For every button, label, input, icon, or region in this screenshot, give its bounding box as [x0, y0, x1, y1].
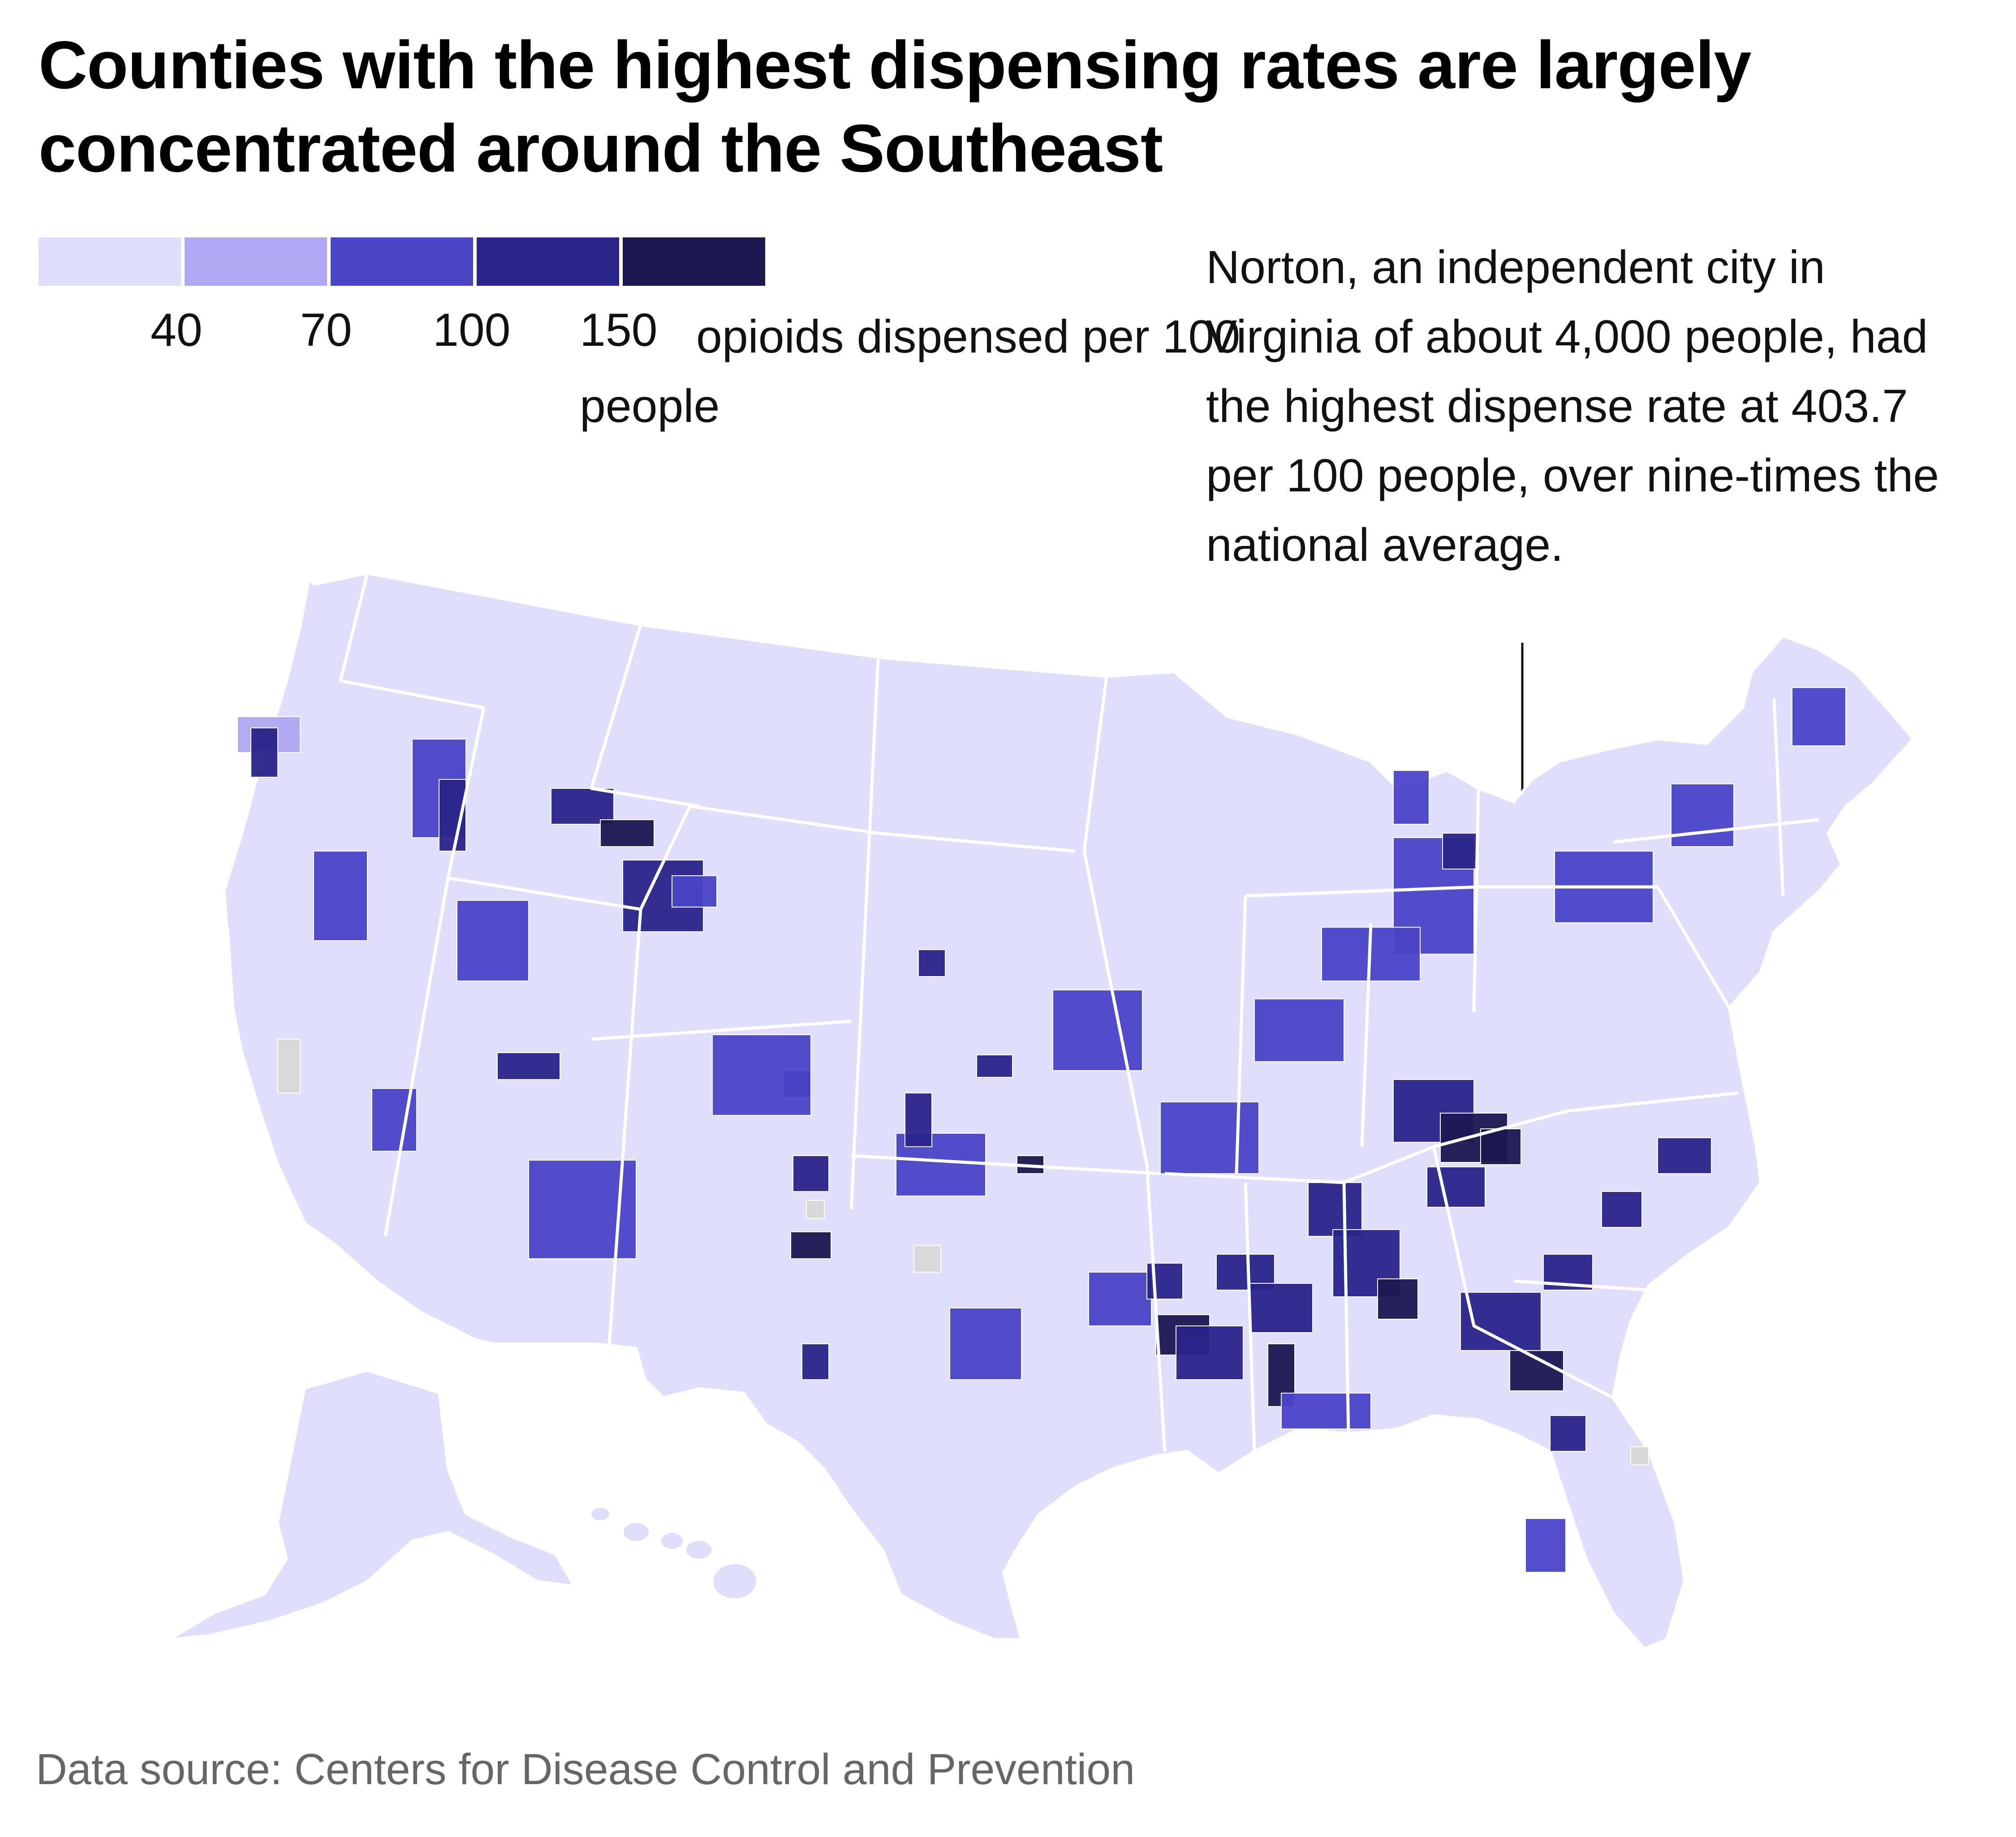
- hawaii-island: [659, 1531, 685, 1551]
- county-cluster: [457, 900, 529, 981]
- state-border: [1772, 698, 1785, 896]
- state-border: [639, 804, 879, 910]
- county-cluster: [918, 949, 946, 977]
- county-cluster: [1792, 687, 1846, 746]
- county-cluster: [905, 1093, 932, 1147]
- state-border: [590, 624, 699, 808]
- county-cluster: [600, 819, 655, 847]
- no-data-county: [277, 1039, 301, 1093]
- county-cluster: [1249, 1283, 1313, 1333]
- no-data-county: [913, 1245, 941, 1273]
- hawaii-island: [590, 1506, 611, 1522]
- state-border: [339, 573, 484, 710]
- chart-title: Counties with the highest dispensing rat…: [39, 27, 1752, 186]
- county-cluster: [801, 1343, 829, 1380]
- county-cluster: [1160, 1101, 1259, 1174]
- alaska: [169, 1369, 576, 1641]
- county-cluster: [1525, 1518, 1566, 1573]
- state-border: [1145, 1164, 1167, 1452]
- state-border: [1245, 885, 1658, 898]
- legend-tick-70: 70: [300, 304, 352, 356]
- county-cluster: [1426, 1166, 1486, 1208]
- county-cluster: [793, 1155, 829, 1192]
- county-cluster: [976, 1054, 1013, 1078]
- hawaii: [590, 1506, 758, 1600]
- county-cluster: [1393, 770, 1430, 825]
- county-cluster: [790, 1231, 831, 1259]
- state-border: [1164, 1109, 1568, 1184]
- legend-bin-5: [623, 237, 765, 286]
- state-border: [1656, 886, 1731, 1009]
- state-border: [1360, 922, 1373, 1147]
- county-cluster: [1671, 783, 1734, 847]
- color-legend: 40 70 100 150 opioids dispensed per 100 …: [39, 237, 1240, 439]
- state-border: [851, 1154, 1161, 1175]
- legend-unit-label: opioids dispensed per 100 people: [580, 302, 1252, 441]
- county-cluster: [313, 851, 368, 941]
- county-cluster: [1281, 1393, 1371, 1429]
- county-cluster: [712, 1034, 811, 1116]
- county-cluster: [1657, 1137, 1712, 1174]
- state-border: [1568, 1091, 1739, 1113]
- county-cluster: [949, 1308, 1022, 1380]
- state-border: [1235, 895, 1247, 1174]
- legend-bin-4: [477, 237, 619, 286]
- alaska-shape: [169, 1369, 576, 1641]
- county-cluster: [1377, 1278, 1418, 1320]
- state-border: [591, 1020, 852, 1041]
- state-border: [849, 658, 880, 1210]
- county-cluster: [1308, 1182, 1362, 1237]
- state-border: [1342, 1182, 1350, 1434]
- county-cluster: [497, 1052, 560, 1080]
- state-border: [1244, 1182, 1256, 1452]
- county-cluster: [672, 875, 717, 908]
- county-cluster: [1088, 1272, 1152, 1326]
- county-cluster: [250, 727, 278, 778]
- state-border: [878, 831, 1076, 853]
- hawaii-island: [622, 1521, 650, 1543]
- state-border: [1612, 818, 1819, 844]
- county-cluster: [1550, 1415, 1586, 1452]
- no-data-county: [806, 1200, 825, 1219]
- legend-tick-150: 150: [580, 304, 658, 356]
- state-border: [607, 909, 642, 1344]
- state-border: [1432, 1146, 1614, 1399]
- county-cluster: [1442, 833, 1479, 869]
- state-borders: [339, 573, 1819, 1452]
- state-border: [383, 878, 450, 1237]
- legend-unit-text: opioids dispensed per 100 people: [580, 311, 1241, 432]
- legend-tick-40: 40: [151, 304, 202, 356]
- county-hotspots: [237, 687, 1846, 1573]
- county-cluster: [1601, 1191, 1642, 1228]
- county-cluster: [1052, 989, 1143, 1071]
- legend-bin-1: [39, 237, 181, 286]
- norton-annotation: Norton, an independent city in Virginia …: [1206, 241, 1939, 571]
- legend-tick-100: 100: [433, 304, 511, 356]
- hawaii-island: [685, 1539, 713, 1561]
- state-border: [1514, 1279, 1649, 1292]
- hawaii-island: [711, 1562, 758, 1600]
- county-cluster: [551, 788, 614, 825]
- state-border: [1082, 676, 1149, 1165]
- data-source-note: Data source: Centers for Disease Control…: [36, 1745, 1135, 1794]
- legend-bin-2: [185, 237, 327, 286]
- state-border: [1472, 788, 1480, 1013]
- no-data-county: [1630, 1446, 1649, 1465]
- county-cluster: [1176, 1325, 1244, 1380]
- legend-bin-3: [331, 237, 473, 286]
- county-cluster: [1254, 998, 1344, 1062]
